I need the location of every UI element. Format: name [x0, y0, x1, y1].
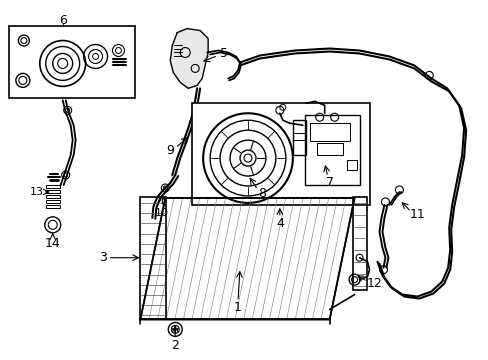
Text: 14: 14 [45, 237, 61, 250]
Text: 6: 6 [59, 14, 66, 27]
Text: 9: 9 [166, 144, 174, 157]
Bar [192, 103, 369, 205]
Text: 3: 3 [99, 251, 106, 264]
Bar [346, 160, 356, 170]
Polygon shape [140, 198, 354, 319]
Text: 8: 8 [257, 188, 265, 201]
Bar [140, 197, 166, 319]
Text: 12: 12 [366, 277, 382, 290]
Bar [46, 205, 60, 208]
Polygon shape [170, 28, 208, 88]
Text: 7: 7 [325, 176, 333, 189]
Bar [46, 200, 60, 203]
Bar [304, 115, 359, 185]
Text: 2: 2 [171, 339, 179, 352]
Bar [309, 123, 349, 141]
Bar [352, 197, 366, 289]
Text: 1: 1 [234, 301, 242, 314]
Bar [46, 195, 60, 198]
Text: 4: 4 [275, 217, 283, 230]
Bar [316, 143, 342, 155]
Text: 10: 10 [155, 208, 169, 218]
Bar [46, 185, 60, 189]
Bar [46, 190, 60, 193]
Text: 13: 13 [30, 187, 44, 197]
Text: 11: 11 [408, 208, 425, 221]
Bar [9, 26, 135, 98]
Text: 5: 5 [220, 47, 227, 60]
Bar [292, 120, 305, 155]
